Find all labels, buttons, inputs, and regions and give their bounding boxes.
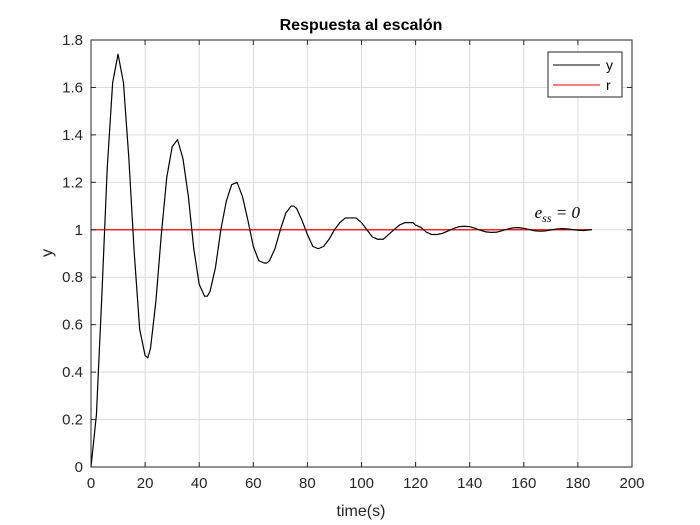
grid (91, 40, 632, 467)
y-tick-label: 1 (75, 222, 83, 239)
x-tick-label: 80 (299, 475, 316, 492)
series-layer (90, 53, 593, 468)
legend: y r (547, 51, 623, 98)
x-tick-label: 20 (137, 475, 154, 492)
legend-label-y: y (606, 57, 613, 73)
series-line-y (90, 53, 593, 468)
y-tick-label: 0 (75, 459, 83, 476)
x-tick-label: 200 (619, 475, 644, 492)
y-tick-label: 1.8 (62, 32, 83, 49)
y-tick-label: 0.2 (62, 412, 83, 429)
x-tick-label: 100 (349, 475, 374, 492)
steady-state-error-annotation: ess = 0 (535, 203, 581, 225)
legend-label-r: r (606, 77, 611, 93)
x-tick-label: 160 (511, 475, 536, 492)
x-tick-label: 180 (565, 475, 590, 492)
annotation-suffix: = 0 (552, 203, 581, 222)
annotation-symbol: e (535, 203, 543, 222)
y-tick-label: 1.4 (62, 127, 83, 144)
x-tick-labels: 0 20 40 60 80 100 120 140 160 180 200 (87, 475, 645, 492)
y-tick-label: 0.6 (62, 317, 83, 334)
legend-box (547, 51, 623, 98)
y-tick-label: 0.8 (62, 269, 83, 286)
x-tick-label: 140 (457, 475, 482, 492)
y-axis-label: y (39, 249, 56, 257)
y-tick-label: 1.2 (62, 174, 83, 191)
x-tick-label: 60 (245, 475, 262, 492)
x-tick-label: 120 (403, 475, 428, 492)
y-tick-labels: 0 0.2 0.4 0.6 0.8 1 1.2 1.4 1.6 1.8 (62, 32, 83, 476)
y-tick-label: 1.6 (62, 79, 83, 96)
ticks (90, 39, 633, 468)
annotation-subscript: ss (542, 211, 552, 225)
x-axis-label: time(s) (337, 503, 386, 520)
y-tick-label: 0.4 (62, 364, 83, 381)
chart-title: Respuesta al escalón (280, 17, 443, 34)
x-tick-label: 40 (191, 475, 208, 492)
x-tick-label: 0 (87, 475, 95, 492)
